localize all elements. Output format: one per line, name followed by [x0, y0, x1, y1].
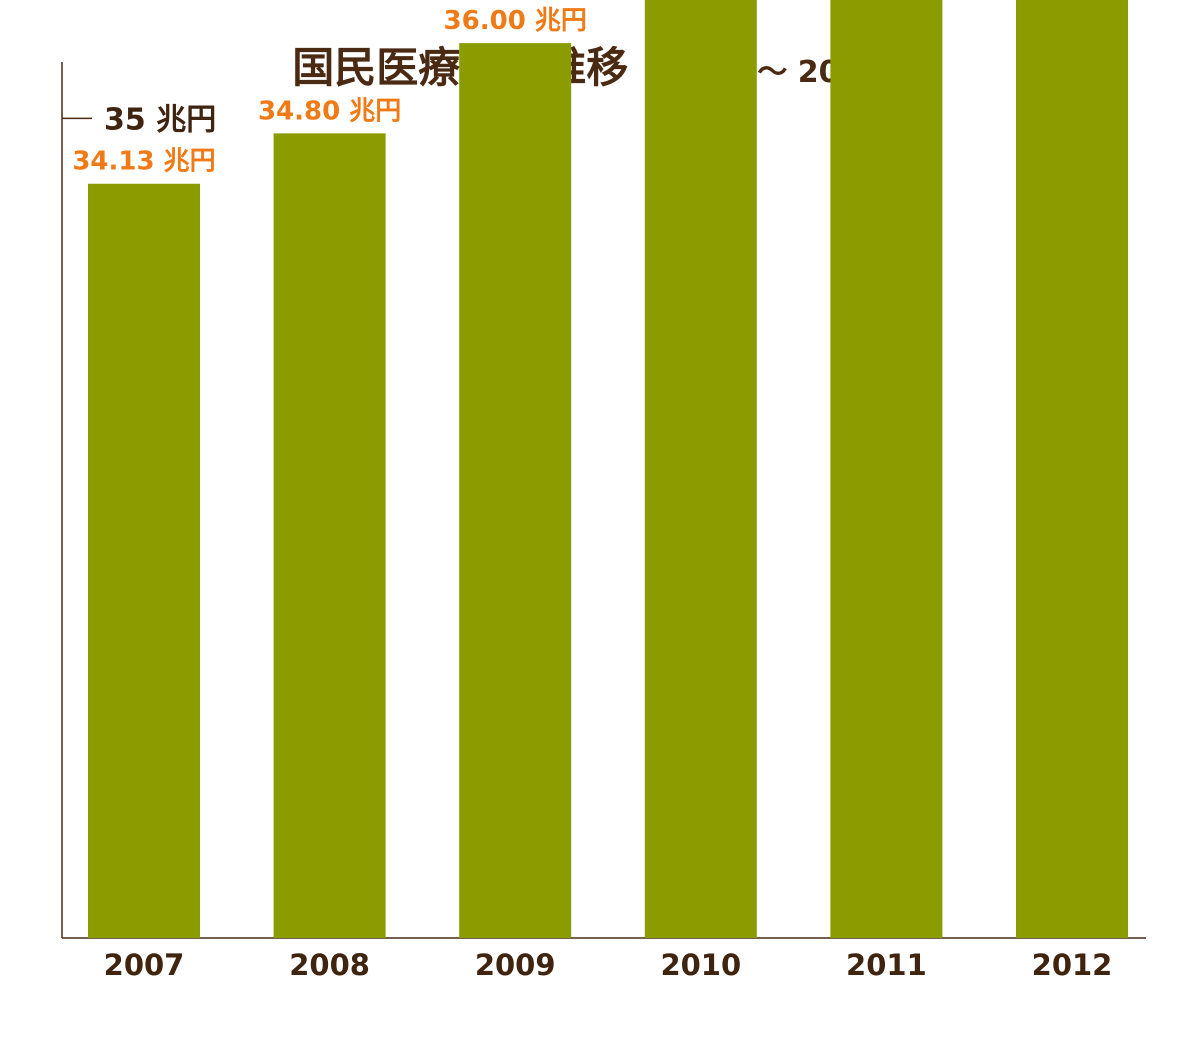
data-label-2008: 34.80 兆円: [258, 96, 401, 126]
y-axis-ticks: 35 兆円40 兆円: [62, 102, 216, 137]
bar-2012: [1016, 0, 1128, 938]
bar-2011: [830, 0, 943, 938]
x-tick-label-2008: 2008: [289, 948, 370, 982]
x-tick-label-2012: 2012: [1032, 948, 1113, 982]
x-axis-tick-labels: 2007 2008 2009 2010 2011 2012: [104, 948, 1113, 982]
x-tick-label-2010: 2010: [660, 948, 741, 982]
bar-series: [88, 0, 1128, 939]
data-label-2009: 36.00 兆円: [444, 6, 587, 36]
bar-2009: [459, 43, 572, 939]
x-tick-label-2007: 2007: [104, 948, 185, 982]
x-tick-label-2009: 2009: [475, 948, 556, 982]
data-label-2007: 34.13 兆円: [72, 147, 215, 177]
bar-2008: [273, 133, 386, 939]
bar-2010: [644, 0, 757, 938]
y-tick-label-35: 35 兆円: [104, 102, 216, 137]
x-tick-label-2011: 2011: [846, 948, 927, 982]
bar-2007: [88, 183, 200, 938]
